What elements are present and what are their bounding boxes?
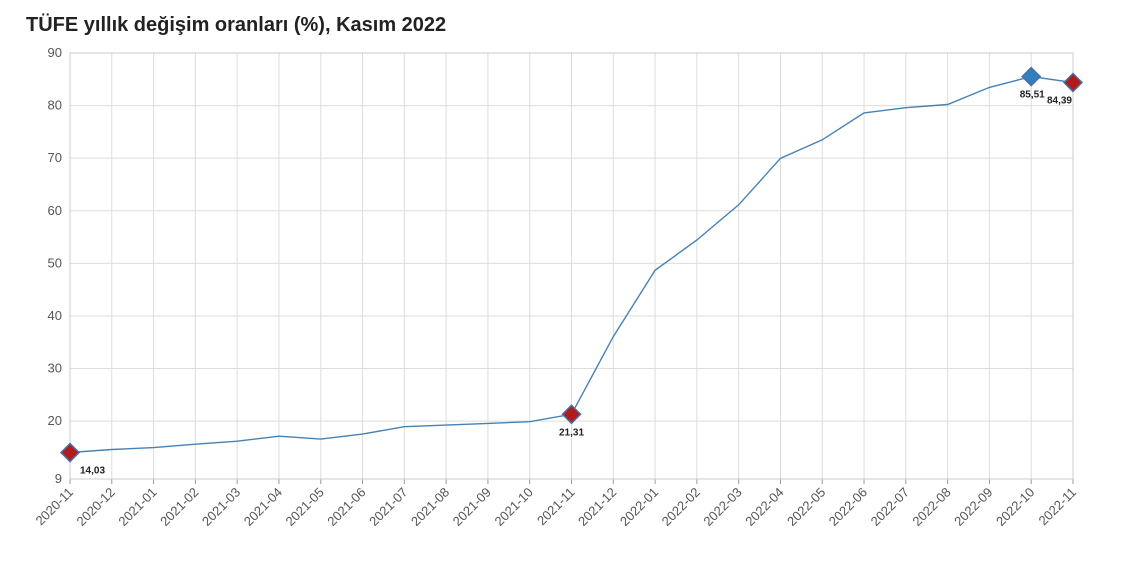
x-tick-label: 2022-11 (1035, 485, 1079, 529)
x-tick-label: 2022-02 (659, 485, 703, 529)
chart-title: TÜFE yıllık değişim oranları (%), Kasım … (26, 14, 447, 36)
x-tick-label: 2021-09 (450, 485, 494, 529)
highlight-marker (1021, 66, 1042, 87)
y-tick-label: 50 (48, 255, 62, 270)
x-tick-label: 2022-05 (784, 485, 828, 529)
x-tick-label: 2022-09 (951, 485, 995, 529)
data-label: 84,39 (1047, 96, 1072, 107)
x-tick-label: 2021-01 (115, 485, 159, 529)
y-tick-label: 90 (48, 45, 62, 60)
x-tick-label: 2021-11 (534, 485, 578, 529)
y-tick-label: 30 (48, 361, 62, 376)
x-tick-label: 2020-12 (74, 485, 118, 529)
y-tick-label: 40 (48, 308, 62, 323)
x-tick-label: 2021-02 (157, 485, 201, 529)
data-label: 21,31 (559, 427, 584, 438)
highlight-marker (59, 442, 81, 463)
highlight-marker (1062, 72, 1084, 93)
x-tick-label: 2021-06 (324, 485, 368, 529)
x-tick-label: 2022-01 (617, 485, 661, 529)
y-tick-label: 20 (48, 413, 62, 428)
y-tick-label: 80 (48, 98, 62, 113)
y-tick-label: 60 (48, 203, 62, 218)
axes: 920304050607080902020-112020-122021-0120… (32, 45, 1079, 529)
y-tick-label: 9 (55, 471, 62, 486)
x-tick-label: 2021-05 (283, 485, 327, 529)
plot-frame (69, 52, 1074, 480)
x-tick-label: 2022-03 (700, 485, 744, 529)
x-tick-label: 2022-10 (993, 485, 1037, 529)
x-tick-label: 2021-07 (366, 485, 410, 529)
data-label: 85,51 (1020, 90, 1045, 101)
y-tick-label: 70 (48, 150, 62, 165)
x-tick-label: 2021-12 (575, 485, 619, 529)
x-tick-label: 2022-08 (909, 485, 953, 529)
x-tick-label: 2020-11 (32, 485, 76, 529)
data-label: 14,03 (80, 466, 105, 477)
x-tick-label: 2022-07 (868, 485, 912, 529)
x-tick-label: 2021-10 (491, 485, 535, 529)
x-tick-label: 2021-04 (241, 485, 285, 529)
x-tick-label: 2022-06 (826, 485, 870, 529)
x-tick-label: 2021-08 (408, 485, 452, 529)
x-tick-label: 2021-03 (199, 485, 243, 529)
x-tick-label: 2022-04 (742, 485, 786, 529)
highlight-marker (561, 404, 582, 425)
